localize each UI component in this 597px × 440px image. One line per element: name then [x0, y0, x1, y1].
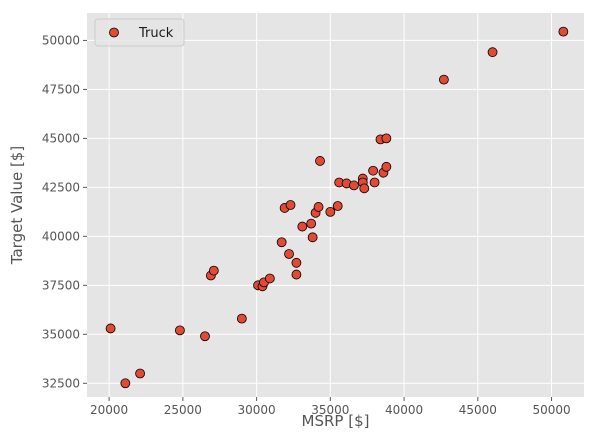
data-point [438, 74, 449, 85]
legend-marker-truck [109, 27, 119, 38]
data-point [307, 232, 318, 243]
data-point [276, 237, 287, 248]
y-tick-label: 40000 [42, 229, 80, 243]
data-point [381, 133, 392, 144]
x-tick-label: 35000 [311, 403, 349, 417]
data-points [105, 26, 569, 389]
data-point [284, 249, 294, 259]
data-point [487, 47, 498, 58]
x-axis-ticks: 20000 25000 30000 35000 40000 45000 50000 [90, 397, 571, 417]
y-tick-label: 42500 [42, 180, 80, 194]
x-tick-label: 50000 [532, 403, 570, 417]
data-point [291, 257, 302, 268]
data-point [558, 26, 569, 37]
data-point [291, 269, 302, 280]
y-tick-label: 32500 [42, 376, 80, 390]
data-point [297, 221, 308, 232]
data-point [105, 323, 116, 334]
data-point [313, 202, 324, 212]
y-tick-label: 45000 [42, 131, 80, 145]
x-axis-label: MSRP [$] [302, 412, 370, 430]
data-point [236, 313, 247, 324]
legend-label-truck: Truck [138, 26, 174, 41]
y-axis-label: Target Value [$] [8, 146, 26, 265]
data-point [332, 201, 343, 211]
x-tick-label: 30000 [238, 403, 276, 417]
data-point [135, 368, 145, 379]
data-point [349, 180, 359, 191]
y-tick-label: 47500 [42, 82, 80, 96]
y-tick-label: 37500 [42, 278, 80, 292]
y-axis-ticks: 32500 35000 37500 40000 42500 45000 47500 50000 [42, 33, 87, 390]
data-point [208, 265, 219, 276]
y-tick-label: 35000 [42, 327, 80, 341]
data-point [315, 156, 325, 166]
x-tick-label: 40000 [385, 403, 423, 417]
grid-lines [87, 13, 584, 397]
legend: Truck [94, 18, 185, 47]
data-point [306, 218, 317, 229]
x-tick-label: 25000 [164, 403, 202, 417]
data-point [120, 378, 131, 389]
y-tick-label: 50000 [42, 33, 80, 47]
data-point [285, 200, 296, 210]
x-tick-label: 20000 [90, 403, 128, 417]
data-point [264, 273, 275, 284]
data-point [325, 206, 336, 217]
data-point [369, 177, 380, 188]
data-point [200, 331, 210, 342]
legend-box [94, 18, 185, 47]
x-tick-label: 45000 [459, 403, 497, 417]
data-point [368, 165, 379, 176]
data-point [359, 183, 370, 194]
data-point [381, 161, 392, 172]
data-point [175, 325, 185, 336]
